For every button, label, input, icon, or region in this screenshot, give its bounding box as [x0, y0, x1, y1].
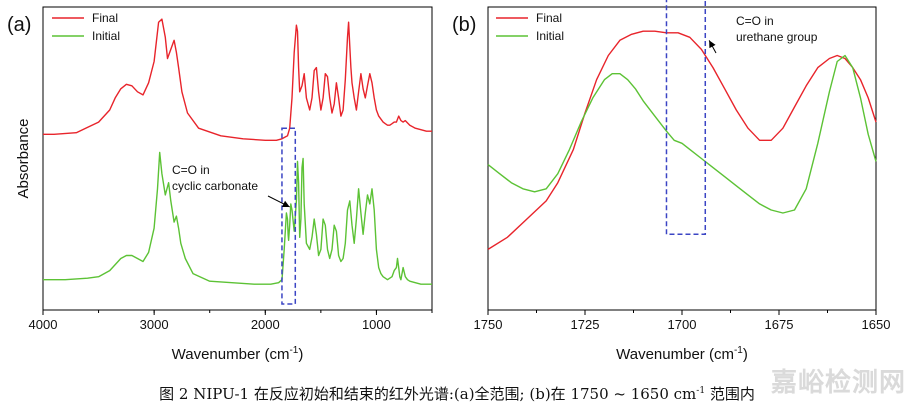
series-line-initial [43, 151, 432, 285]
panel-a-x-axis-title-main: Wavenumber (cm [172, 346, 290, 363]
panel-a-frame [42, 6, 433, 311]
panel-b-x-axis-title-main: Wavenumber (cm [616, 346, 734, 363]
panel-a-series [43, 18, 432, 285]
annotation-arrowhead [709, 40, 716, 49]
panel-b-x-axis-title-tail: ) [743, 346, 748, 363]
panel-a-x-axis-title-tail: ) [298, 346, 303, 363]
x-tick-label: 3000 [140, 317, 169, 332]
series-line-final [487, 30, 877, 250]
panel-a-highlight-box [281, 127, 297, 305]
legend-label-final: Final [536, 11, 562, 25]
annotation-text-line: urethane group [736, 30, 818, 44]
panel-b-x-axis-title: Wavenumber (cm-1) [616, 345, 748, 363]
legend-label-initial: Initial [536, 29, 564, 43]
panel-a-label: (a) [7, 14, 31, 36]
legend-label-initial: Initial [92, 29, 120, 43]
highlight-dashed-box [665, 0, 707, 235]
x-tick-label: 2000 [251, 317, 280, 332]
panel-b: 1750 1725 1700 1675 1650 C=O in urethane grou… [452, 0, 890, 363]
panel-b-legend: Final Initial [496, 11, 564, 43]
x-tick-label: 1750 [474, 317, 503, 332]
panel-b-annotation: C=O in urethane group [708, 14, 818, 54]
panel-a-x-axis-title-sup: -1 [289, 345, 298, 356]
panel-a-x-ticks: 4000 3000 2000 1000 [29, 310, 433, 332]
series-line-final [43, 18, 432, 142]
panel-a-annotation: C=O in cyclic carbonate [172, 163, 290, 208]
x-tick-label: 4000 [29, 317, 58, 332]
x-tick-label: 1700 [668, 317, 697, 332]
annotation-text-line: C=O in [172, 163, 210, 177]
panel-a-legend: Final Initial [52, 11, 120, 43]
annotation-text-line: cyclic carbonate [172, 179, 258, 193]
panel-b-x-axis-title-sup: -1 [734, 345, 743, 356]
x-tick-label: 1725 [571, 317, 600, 332]
panel-b-highlight-box [665, 0, 707, 235]
x-tick-label: 1675 [765, 317, 794, 332]
figure-caption: 图 2 NIPU-1 在反应初始和结束的红外光谱:(a)全范围; (b)在 17… [0, 383, 914, 404]
watermark-text: 嘉峪检测网 [770, 368, 906, 398]
x-tick-label: 1650 [862, 317, 891, 332]
panel-b-frame [487, 6, 877, 311]
annotation-text-line: C=O in [736, 14, 774, 28]
legend-label-final: Final [92, 11, 118, 25]
highlight-dashed-box [281, 127, 297, 305]
series-line-initial [487, 54, 877, 214]
panel-b-label: (b) [452, 14, 476, 36]
caption-tail: 范围内 [705, 385, 755, 403]
caption-main: 图 2 NIPU-1 在反应初始和结束的红外光谱:(a)全范围; (b)在 17… [159, 385, 697, 403]
panel-a-y-axis-title: Absorbance [15, 118, 32, 198]
panel-b-x-ticks: 1750 1725 1700 1675 1650 [474, 310, 891, 332]
caption-sup: -1 [696, 386, 706, 396]
panel-b-series [487, 30, 877, 250]
x-tick-label: 1000 [362, 317, 391, 332]
annotation-arrowhead [281, 200, 290, 207]
panel-a-x-axis-title: Wavenumber (cm-1) [172, 345, 304, 363]
